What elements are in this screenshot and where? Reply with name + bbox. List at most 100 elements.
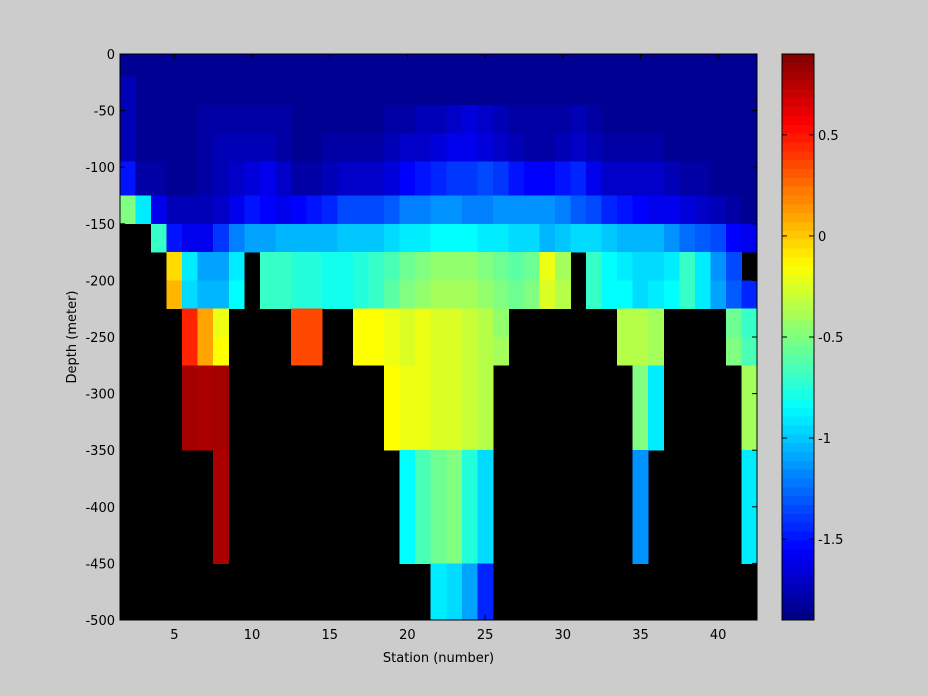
heatmap-cell xyxy=(492,308,509,338)
heatmap-cell xyxy=(244,104,261,134)
heatmap-cell xyxy=(461,252,478,281)
heatmap-cell xyxy=(694,104,711,134)
heatmap-cell xyxy=(306,133,323,162)
heatmap-cell xyxy=(446,280,463,310)
heatmap-cell xyxy=(446,450,463,508)
colorbar-segment xyxy=(782,425,814,435)
heatmap-cell xyxy=(648,54,665,78)
heatmap-cell xyxy=(368,195,385,225)
heatmap-cell xyxy=(632,133,649,162)
colorbar-segment xyxy=(782,301,814,311)
heatmap-cell xyxy=(741,365,758,394)
heatmap-cell xyxy=(632,252,649,281)
colorbar-segment xyxy=(782,381,814,391)
heatmap-cell xyxy=(197,365,214,394)
heatmap-cell xyxy=(477,195,494,225)
y-tick-label: -200 xyxy=(85,274,115,289)
colorbar-segment xyxy=(782,292,814,303)
heatmap-cell xyxy=(725,337,742,366)
heatmap-cell xyxy=(259,223,276,253)
heatmap-cell xyxy=(461,563,478,621)
heatmap-cell xyxy=(477,252,494,281)
heatmap-cell xyxy=(694,280,711,310)
x-tick-label: 35 xyxy=(632,628,649,643)
heatmap-cell xyxy=(368,223,385,253)
heatmap-cell xyxy=(508,161,525,196)
heatmap-cell xyxy=(477,365,494,394)
heatmap-cell xyxy=(290,161,307,196)
y-tick-label: -450 xyxy=(85,557,115,572)
y-tick-label: -400 xyxy=(85,501,115,516)
y-tick-label: -250 xyxy=(85,331,115,346)
x-tick-label: 5 xyxy=(170,628,178,643)
heatmap-cell xyxy=(228,280,245,310)
heatmap-cell xyxy=(741,337,758,366)
colorbar-segment xyxy=(782,558,814,568)
heatmap-cell xyxy=(632,161,649,196)
heatmap-cell xyxy=(151,104,168,134)
heatmap-cell xyxy=(679,133,696,162)
heatmap-cell xyxy=(415,104,432,134)
heatmap-cell xyxy=(648,133,665,162)
heatmap-cell xyxy=(244,161,261,196)
heatmap-cell xyxy=(337,252,354,281)
heatmap-cell xyxy=(259,76,276,106)
colorbar-frame xyxy=(781,53,815,621)
heatmap-cell xyxy=(384,133,401,162)
heatmap-cell xyxy=(213,133,230,162)
x-tick-label: 30 xyxy=(555,628,572,643)
x-axis-label: Station (number) xyxy=(383,651,494,666)
heatmap-cell xyxy=(539,195,556,225)
heatmap-cell xyxy=(741,104,758,134)
heatmap-cell xyxy=(213,337,230,366)
colorbar-segment xyxy=(782,469,814,479)
heatmap-cell xyxy=(321,280,338,310)
heatmap-cell xyxy=(306,337,323,366)
heatmap-cell xyxy=(617,76,634,106)
heatmap-cell xyxy=(508,104,525,134)
heatmap-cell xyxy=(694,76,711,106)
heatmap-cell xyxy=(694,223,711,253)
heatmap-cell xyxy=(523,76,540,106)
heatmap-cell xyxy=(694,195,711,225)
heatmap-cell xyxy=(725,223,742,253)
heatmap-cell xyxy=(492,54,509,78)
heatmap-cell xyxy=(446,563,463,621)
heatmap-cell xyxy=(523,252,540,281)
colorbar-segment xyxy=(782,566,814,577)
heatmap-cell xyxy=(213,252,230,281)
heatmap-cell xyxy=(648,161,665,196)
heatmap-cell xyxy=(228,161,245,196)
heatmap-cell xyxy=(151,133,168,162)
heatmap-cell xyxy=(461,223,478,253)
heatmap-cell xyxy=(492,223,509,253)
heatmap-cell xyxy=(197,280,214,310)
heatmap-cell xyxy=(399,161,416,196)
colorbar-segment xyxy=(782,372,814,382)
heatmap-cell xyxy=(399,54,416,78)
heatmap-cell xyxy=(182,104,199,134)
heatmap-cell xyxy=(477,280,494,310)
heatmap-cell xyxy=(399,104,416,134)
heatmap-cell xyxy=(306,195,323,225)
heatmap-cell xyxy=(399,223,416,253)
heatmap-cell xyxy=(259,280,276,310)
heatmap-cell xyxy=(430,104,447,134)
heatmap-cell xyxy=(182,252,199,281)
heatmap-cell xyxy=(353,161,369,196)
heatmap-cell xyxy=(632,393,649,451)
colorbar-segment xyxy=(782,390,814,400)
heatmap-cell xyxy=(492,252,509,281)
heatmap-cell xyxy=(213,76,230,106)
heatmap-cell xyxy=(399,76,416,106)
colorbar-segment xyxy=(782,168,814,179)
colorbar-ticks: 0.5 0 -0.5 -1 -1.5 xyxy=(782,129,843,548)
heatmap-cell xyxy=(601,161,618,196)
heatmap-cell xyxy=(539,76,556,106)
heatmap-cell xyxy=(182,133,199,162)
heatmap-cell xyxy=(477,337,494,366)
heatmap-cell xyxy=(368,308,385,338)
heatmap-cell xyxy=(477,563,494,621)
heatmap-cell xyxy=(539,252,556,281)
heatmap-cell xyxy=(399,308,416,338)
